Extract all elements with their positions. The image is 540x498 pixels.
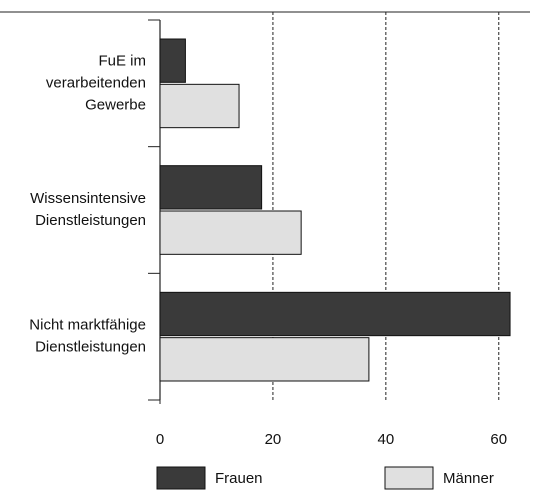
x-tick-label: 20 bbox=[265, 431, 282, 448]
bar bbox=[159, 210, 302, 255]
bar bbox=[159, 291, 511, 337]
category-label: Gewerbe bbox=[85, 96, 146, 113]
category-label: FuE im bbox=[98, 52, 146, 69]
x-tick-label: 40 bbox=[378, 431, 395, 448]
bar bbox=[159, 38, 186, 83]
category-label: verarbeitenden bbox=[46, 74, 146, 91]
x-tick-label: 60 bbox=[490, 431, 507, 448]
x-tick-label: 0 bbox=[156, 431, 164, 448]
category-label: Dienstleistungen bbox=[35, 339, 146, 356]
legend-swatch bbox=[384, 466, 434, 490]
category-label: Dienstleistungen bbox=[35, 212, 146, 229]
category-label: Nicht marktfähige bbox=[29, 317, 146, 334]
category-label: Wissensintensive bbox=[30, 190, 146, 207]
bar bbox=[159, 165, 263, 210]
legend-swatch bbox=[156, 466, 206, 490]
legend-label: Männer bbox=[443, 470, 494, 487]
legend-label: Frauen bbox=[215, 470, 263, 487]
bar bbox=[159, 337, 370, 382]
bar bbox=[159, 83, 240, 129]
